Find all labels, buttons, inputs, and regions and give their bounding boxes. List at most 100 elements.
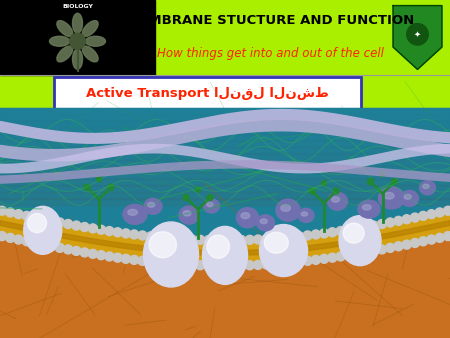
Circle shape (183, 194, 189, 200)
Bar (0, 134, 450, 141)
Circle shape (108, 184, 114, 190)
Circle shape (321, 181, 327, 186)
Circle shape (295, 257, 304, 266)
Ellipse shape (82, 46, 98, 62)
Circle shape (287, 233, 296, 242)
Circle shape (113, 228, 122, 237)
Circle shape (311, 256, 320, 264)
Circle shape (14, 210, 23, 219)
Ellipse shape (207, 235, 230, 258)
Bar (0, 127, 450, 134)
Circle shape (105, 226, 114, 236)
Circle shape (72, 221, 81, 230)
Ellipse shape (281, 205, 290, 211)
Circle shape (427, 210, 436, 219)
Ellipse shape (149, 232, 176, 258)
Ellipse shape (264, 232, 288, 253)
Ellipse shape (203, 199, 220, 213)
Circle shape (295, 232, 304, 241)
Circle shape (163, 259, 172, 268)
Circle shape (380, 171, 385, 176)
Circle shape (237, 236, 246, 245)
Circle shape (303, 231, 312, 240)
Bar (0, 172, 450, 179)
Circle shape (154, 258, 163, 267)
Circle shape (418, 211, 427, 220)
Ellipse shape (328, 192, 347, 210)
Bar (0, 192, 450, 199)
Circle shape (138, 231, 147, 240)
Circle shape (270, 260, 279, 268)
Bar (0, 198, 450, 205)
Ellipse shape (241, 213, 250, 219)
Ellipse shape (237, 208, 258, 228)
Circle shape (361, 222, 370, 232)
Circle shape (237, 261, 246, 270)
Circle shape (320, 229, 328, 238)
Ellipse shape (384, 192, 394, 199)
Circle shape (418, 237, 427, 246)
Ellipse shape (260, 224, 307, 276)
Circle shape (105, 252, 114, 261)
Bar (0, 179, 450, 186)
Circle shape (410, 239, 419, 247)
Circle shape (278, 234, 287, 242)
Circle shape (303, 256, 312, 265)
Circle shape (394, 216, 403, 225)
Ellipse shape (378, 187, 405, 209)
Circle shape (97, 251, 106, 260)
Ellipse shape (343, 223, 364, 243)
Circle shape (245, 261, 254, 270)
Circle shape (344, 225, 353, 234)
Circle shape (328, 228, 337, 237)
Circle shape (245, 235, 254, 244)
Circle shape (6, 233, 15, 242)
Text: ✦: ✦ (414, 30, 421, 39)
Circle shape (311, 230, 320, 239)
Circle shape (229, 236, 238, 245)
Circle shape (336, 226, 345, 236)
Ellipse shape (183, 211, 191, 216)
Ellipse shape (86, 36, 105, 46)
Circle shape (55, 218, 64, 227)
Circle shape (97, 225, 106, 234)
Ellipse shape (50, 36, 69, 46)
Bar (0, 166, 450, 173)
Ellipse shape (419, 181, 436, 195)
Ellipse shape (27, 214, 46, 233)
Circle shape (196, 261, 205, 270)
Circle shape (369, 221, 378, 230)
Circle shape (309, 188, 315, 194)
Circle shape (31, 213, 40, 222)
Ellipse shape (298, 209, 314, 222)
Circle shape (427, 235, 436, 244)
Bar (0, 115, 450, 121)
Circle shape (80, 248, 89, 257)
FancyBboxPatch shape (54, 77, 361, 109)
Circle shape (84, 184, 90, 190)
Circle shape (88, 249, 97, 258)
Circle shape (195, 187, 201, 192)
Polygon shape (393, 6, 442, 69)
Bar (0, 108, 450, 115)
Circle shape (138, 256, 147, 265)
Ellipse shape (148, 202, 155, 207)
Circle shape (378, 245, 387, 254)
Circle shape (69, 33, 86, 49)
Ellipse shape (404, 194, 411, 199)
Ellipse shape (332, 197, 339, 202)
Circle shape (171, 234, 180, 243)
Circle shape (171, 260, 180, 268)
Bar (0, 0, 155, 75)
Circle shape (394, 242, 403, 251)
Circle shape (204, 261, 213, 270)
Circle shape (253, 235, 262, 244)
Ellipse shape (400, 190, 418, 207)
Circle shape (14, 235, 23, 244)
Ellipse shape (57, 46, 73, 62)
Circle shape (333, 188, 339, 194)
Circle shape (0, 232, 6, 241)
Circle shape (378, 219, 387, 228)
Polygon shape (0, 221, 450, 256)
Circle shape (6, 208, 15, 217)
